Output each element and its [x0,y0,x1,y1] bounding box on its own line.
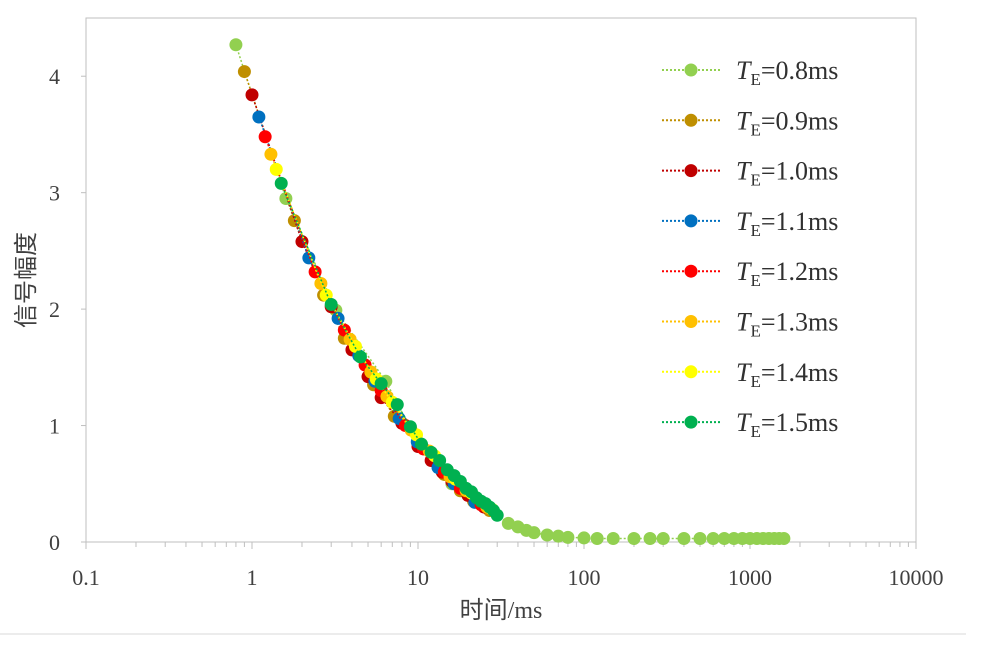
data-point [390,398,404,412]
y-tick-label: 4 [49,64,60,89]
legend-label: TE=1.3ms [736,308,838,341]
data-point [433,453,447,467]
legend-label: TE=1.1ms [736,207,838,240]
legend-item: TE=1.5ms [662,408,838,441]
data-point [324,297,338,311]
data-point [606,532,620,546]
data-point [656,532,670,546]
data-point [264,147,278,161]
legend-marker [684,365,698,379]
data-point [229,38,243,52]
legend-item: TE=1.1ms [662,207,838,240]
y-tick-label: 2 [49,297,60,322]
data-point [331,311,345,325]
legend-label: TE=1.0ms [736,157,838,190]
y-tick-label: 3 [49,181,60,206]
x-tick-label: 1 [247,565,258,590]
data-point [424,445,438,459]
x-tick-label: 0.1 [72,565,100,590]
legend-label: TE=1.5ms [736,408,838,441]
data-point [348,339,362,353]
legend-item: TE=1.2ms [662,257,838,290]
y-tick-label: 1 [49,414,60,439]
data-point [677,532,691,546]
data-point [590,532,604,546]
legend-item: TE=1.0ms [662,157,838,190]
legend: TE=0.8ms TE=0.9ms TE=1.0ms TE=1.1ms TE=1.2ms… [662,56,838,441]
data-point [551,529,565,543]
data-point [252,110,266,124]
data-point [295,235,309,249]
x-tick-label: 10 [407,565,429,590]
data-point [643,532,657,546]
y-axis-title: 信号幅度 [13,232,40,328]
legend-marker [684,164,698,178]
legend-marker [684,113,698,127]
data-point [577,531,591,545]
legend-marker [684,63,698,77]
series-7 [274,176,504,522]
data-point [258,130,272,144]
x-axis-title: 时间/ms [460,597,543,624]
legend-marker [684,415,698,429]
plot-area [85,17,917,543]
legend-label: TE=0.8ms [736,56,838,89]
legend-item: TE=1.4ms [662,358,838,391]
legend-label: TE=1.4ms [736,358,838,391]
data-point [403,420,417,434]
data-series [229,38,791,546]
legend-item: TE=0.8ms [662,56,838,89]
data-point [777,532,791,546]
data-point [540,528,554,542]
data-point [314,276,328,290]
x-tick-label: 10000 [889,565,944,590]
data-point [415,437,429,451]
legend-marker [684,315,698,328]
legend-item: TE=0.9ms [662,106,838,139]
data-point [706,532,720,546]
data-point [269,162,283,176]
x-tick-label: 100 [568,565,601,590]
data-point [561,530,575,544]
x-tick-label: 1000 [728,565,772,590]
data-point [302,251,316,265]
legend-item: TE=1.3ms [662,308,838,341]
data-point [274,176,288,190]
data-point [490,508,504,522]
legend-label: TE=0.9ms [736,106,838,139]
data-point [374,377,388,391]
legend-marker [684,264,698,278]
legend-label: TE=1.2ms [736,257,838,290]
y-tick-label: 0 [49,530,60,555]
data-point [353,350,367,364]
legend-marker [684,214,698,228]
data-point [527,526,541,540]
data-point [717,532,731,546]
data-point [237,65,251,79]
data-point [693,532,707,546]
data-point [627,532,641,546]
data-point [245,88,259,102]
